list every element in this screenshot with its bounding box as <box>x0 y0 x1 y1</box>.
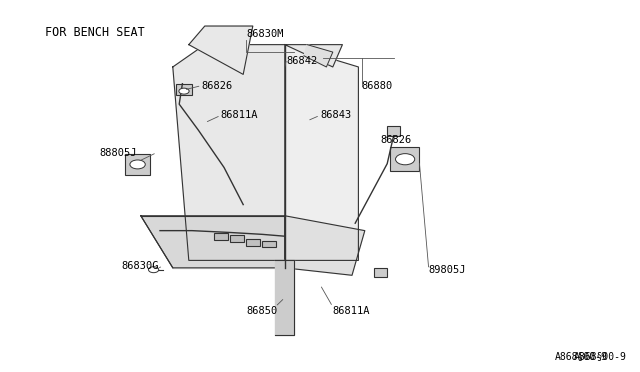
Text: 86826: 86826 <box>202 81 233 90</box>
Text: 86880: 86880 <box>362 81 393 90</box>
Polygon shape <box>141 216 285 268</box>
Bar <box>374 268 387 277</box>
Bar <box>387 126 400 136</box>
Text: 86850: 86850 <box>246 306 278 315</box>
Text: A868§00-9: A868§00-9 <box>555 351 608 361</box>
Text: 86826: 86826 <box>381 135 412 144</box>
Text: 86843: 86843 <box>320 110 351 120</box>
Bar <box>262 241 276 247</box>
Text: 86830M: 86830M <box>246 29 284 39</box>
Polygon shape <box>189 26 253 74</box>
Text: 86830G: 86830G <box>122 261 159 271</box>
Text: 86811A: 86811A <box>333 306 371 315</box>
Polygon shape <box>304 45 333 67</box>
Polygon shape <box>173 45 285 260</box>
Text: FOR BENCH SEAT: FOR BENCH SEAT <box>45 26 145 39</box>
Text: 86811A: 86811A <box>221 110 259 120</box>
Bar <box>246 239 260 246</box>
Text: 88805J: 88805J <box>99 148 137 157</box>
Circle shape <box>179 88 189 94</box>
Polygon shape <box>285 216 365 275</box>
Circle shape <box>396 154 415 165</box>
Circle shape <box>130 160 145 169</box>
Text: 89805J: 89805J <box>429 265 467 275</box>
Bar <box>214 233 228 240</box>
Circle shape <box>148 267 159 273</box>
Bar <box>390 147 419 171</box>
Polygon shape <box>275 260 294 335</box>
Polygon shape <box>285 45 358 260</box>
Text: A868§00-9: A868§00-9 <box>574 351 627 361</box>
Polygon shape <box>285 45 342 67</box>
Text: 86842: 86842 <box>286 57 317 66</box>
Bar <box>176 84 192 95</box>
Bar <box>125 154 150 175</box>
Bar <box>230 235 244 242</box>
